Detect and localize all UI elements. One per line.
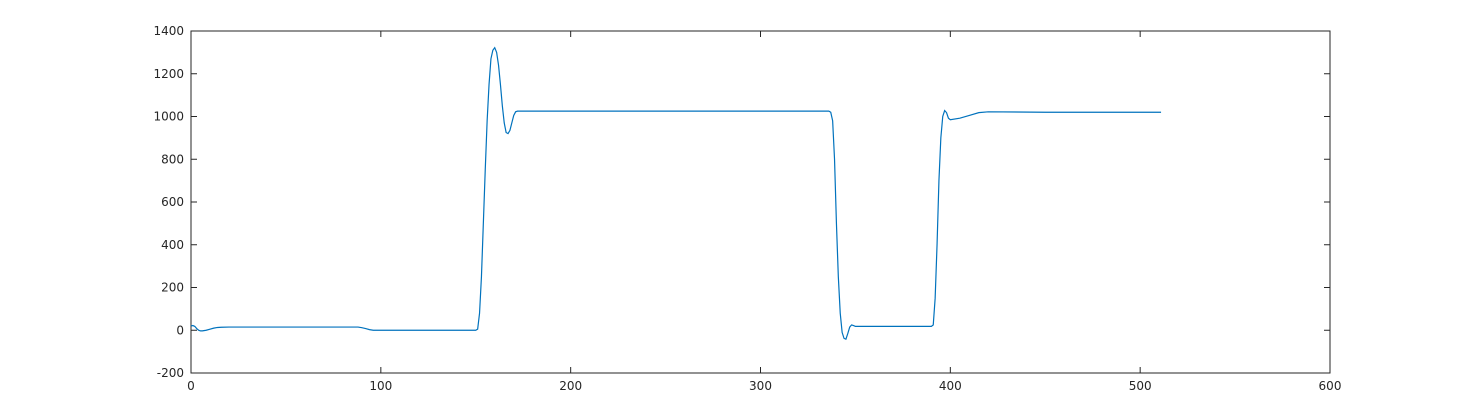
y-tick-label: 1000: [153, 110, 184, 124]
y-tick-label: 1400: [153, 24, 184, 38]
y-tick-label: 800: [161, 152, 184, 166]
x-tick-label: 0: [187, 379, 195, 393]
x-tick-label: 200: [559, 379, 582, 393]
x-tick-label: 500: [1129, 379, 1152, 393]
y-tick-label: 1200: [153, 67, 184, 81]
x-tick-label: 400: [939, 379, 962, 393]
plot-area: [190, 30, 1331, 374]
y-tick-label: 600: [161, 195, 184, 209]
y-tick-label: 0: [176, 323, 184, 337]
x-tick-label: 100: [369, 379, 392, 393]
series-line-0: [190, 46, 1162, 341]
y-tick-label: 400: [161, 238, 184, 252]
x-axis: 0 100 200 300 400 500 600: [187, 31, 1341, 393]
y-tick-label: -200: [157, 366, 184, 380]
x-tick-label: 300: [749, 379, 772, 393]
y-tick-label: 200: [161, 281, 184, 295]
y-axis: -200 0 200 400 600 800 1000 1200 1400: [153, 24, 1330, 380]
axes-box: [190, 30, 1331, 374]
x-tick-label: 600: [1319, 379, 1342, 393]
